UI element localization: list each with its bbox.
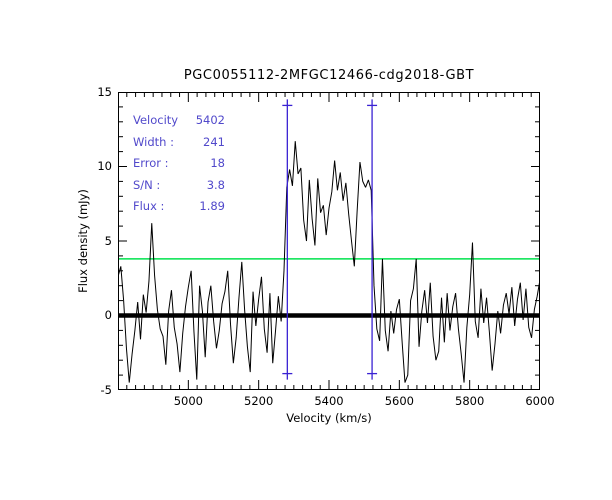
x-tick-label: 6000 — [525, 394, 555, 408]
plot-title: PGC0055112-2MFGC12466-cdg2018-GBT — [183, 68, 475, 83]
fit-parameter-value: 5402 — [195, 113, 225, 127]
fit-parameter-label: Flux : — [133, 199, 165, 213]
fit-parameters-panel: Velocity 5402 Width : 241 Error : 18 S/N… — [133, 110, 225, 218]
x-tick-label: 5800 — [455, 394, 485, 408]
spectrum-plot-canvas — [118, 92, 540, 390]
y-tick-label: 5 — [104, 233, 112, 248]
y-tick-label: -5 — [100, 382, 112, 397]
y-tick-label: 0 — [104, 308, 112, 322]
fit-parameter-value: 241 — [203, 134, 225, 149]
x-tick-label: 5200 — [244, 394, 274, 408]
fit-parameter-label: Error : — [133, 156, 169, 170]
fit-parameter-row-error: Error : 18 — [133, 153, 225, 175]
fit-parameter-value: 3.8 — [206, 177, 225, 192]
x-axis-label: Velocity (km/s) — [286, 411, 372, 425]
fit-parameter-value: 18 — [210, 156, 225, 170]
x-tick-label: 5400 — [314, 394, 344, 408]
fit-parameter-row-flux: Flux : 1.89 — [133, 196, 225, 218]
x-tick-label: 5600 — [384, 394, 414, 408]
plot-frame — [118, 92, 540, 390]
fit-parameter-row-sn: S/N : 3.8 — [133, 175, 225, 197]
fit-parameter-row-velocity: Velocity 5402 — [133, 110, 225, 132]
fit-parameter-label: S/N : — [133, 177, 161, 192]
x-tick-label: 5000 — [173, 394, 203, 408]
fit-parameter-row-width: Width : 241 — [133, 132, 225, 154]
fit-parameter-label: Width : — [133, 134, 174, 149]
fit-parameter-value: 1.89 — [199, 199, 225, 213]
y-tick-label: 10 — [97, 159, 112, 173]
y-tick-label: 15 — [97, 84, 112, 99]
spectrum-trace — [118, 141, 540, 383]
fit-parameter-label: Velocity — [133, 113, 179, 127]
